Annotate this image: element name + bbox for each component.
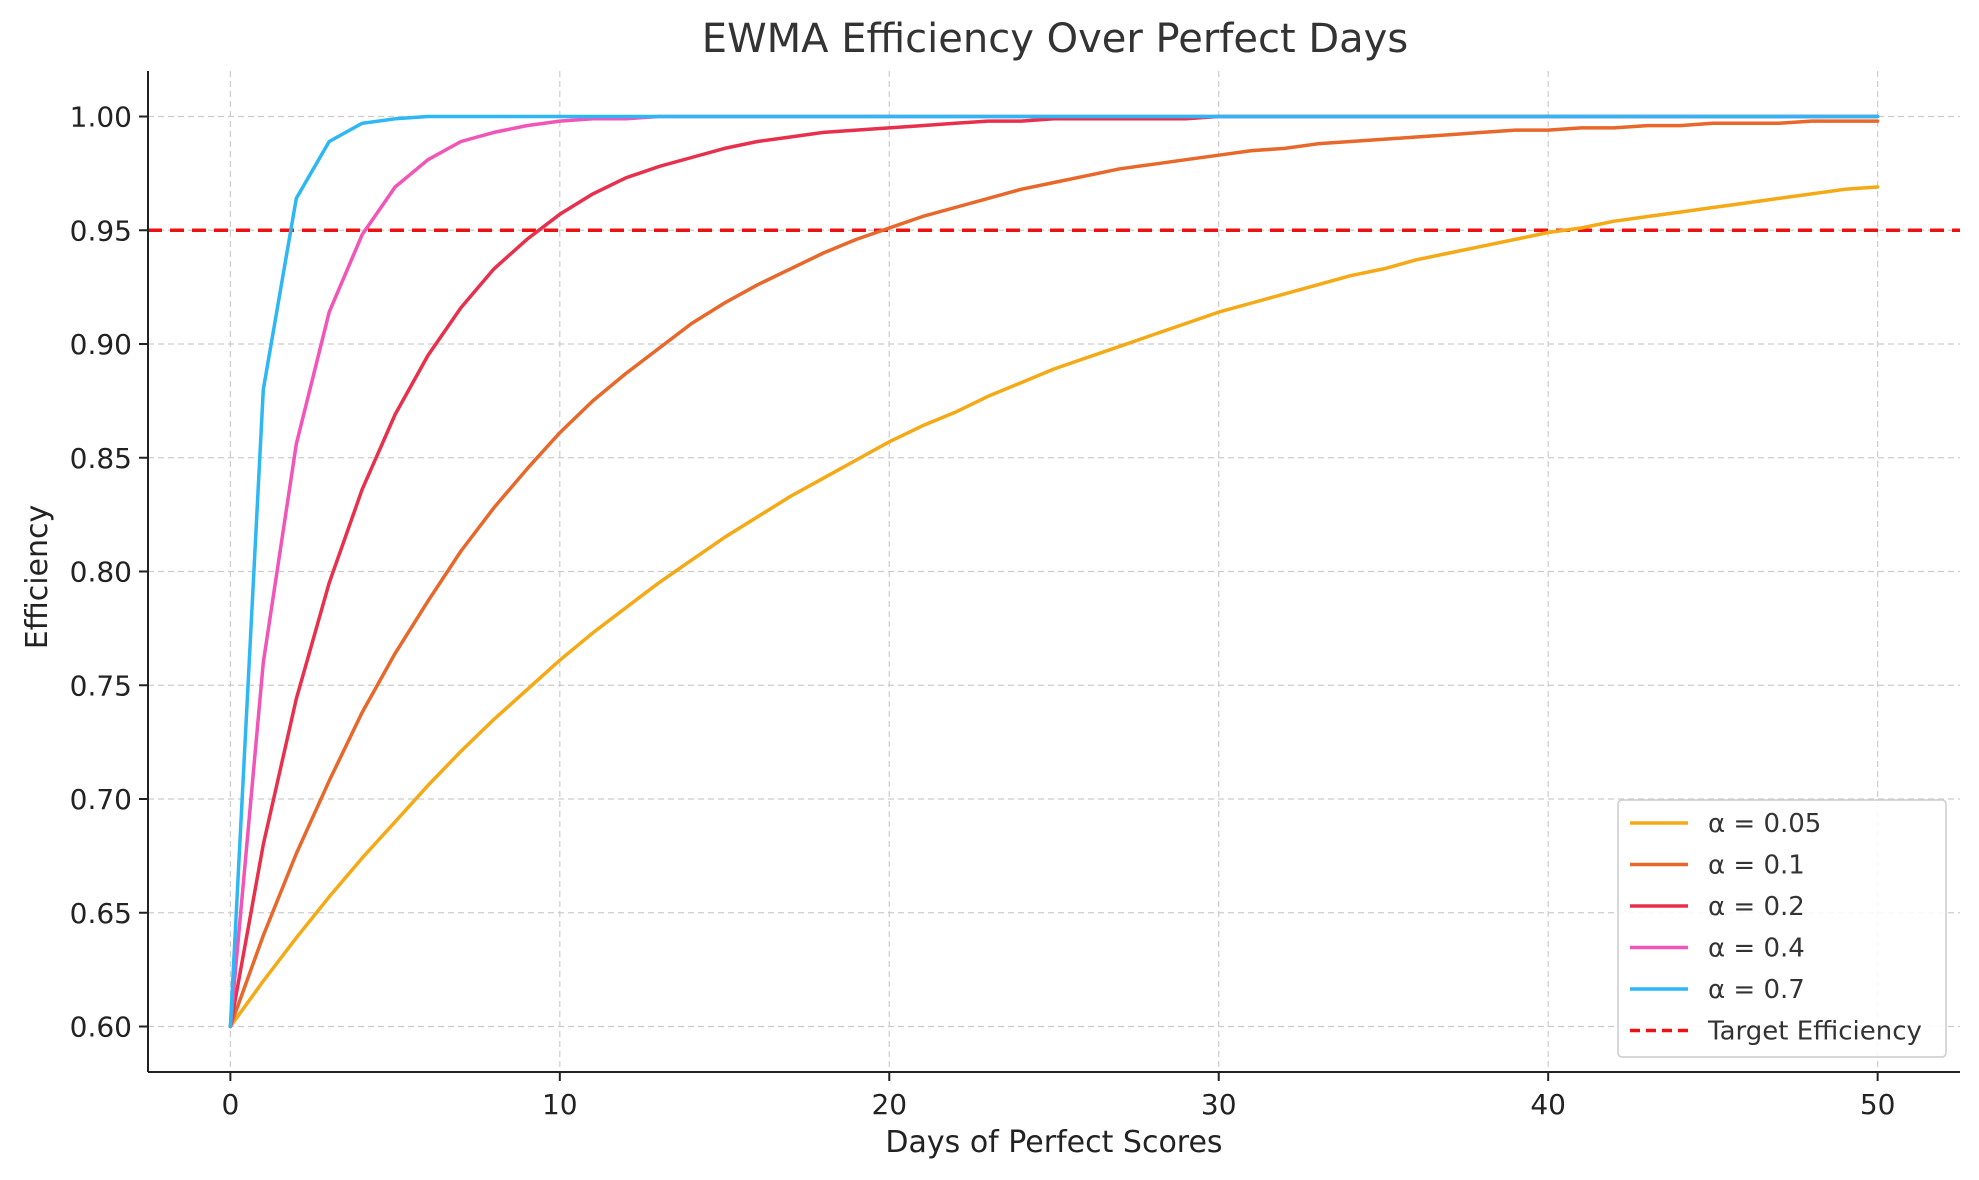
legend-label: α = 0.1	[1708, 851, 1805, 881]
legend-box	[1617, 799, 1947, 1058]
legend-label: Target Efficiency	[1707, 1017, 1922, 1047]
x-tick-label: 20	[871, 1088, 907, 1121]
legend-label: α = 0.7	[1708, 975, 1805, 1005]
y-axis-title: Efficiency	[20, 505, 55, 650]
legend-label: α = 0.2	[1708, 892, 1805, 922]
x-tick-label: 50	[1860, 1088, 1896, 1121]
x-tick-label: 30	[1201, 1088, 1237, 1121]
x-tick-label: 0	[221, 1088, 239, 1121]
x-tick-label: 40	[1530, 1088, 1566, 1121]
series-line-1	[228, 119, 1880, 1029]
x-axis-title: Days of Perfect Scores	[885, 1125, 1222, 1160]
x-tick-label: 10	[542, 1088, 578, 1121]
y-tick-label: 0.60	[70, 1011, 132, 1044]
series-line-4	[228, 114, 1880, 1029]
y-tick-label: 0.85	[70, 442, 132, 475]
series-layer	[228, 114, 1880, 1029]
y-tick-label: 0.80	[70, 556, 132, 589]
legend-label: α = 0.05	[1708, 809, 1821, 839]
series-line-0	[228, 185, 1880, 1029]
grid	[148, 71, 1960, 1072]
tick-layer: 0 10 20 30 40 50 0.60 0.65 0.70 0.75 0.80 0.85 0.90 0…	[70, 101, 1896, 1122]
chart-title: EWMA Efficiency Over Perfect Days	[702, 16, 1408, 62]
y-tick-label: 0.95	[70, 214, 132, 247]
legend-label: α = 0.4	[1708, 934, 1805, 964]
y-tick-label: 0.75	[70, 669, 132, 702]
y-tick-label: 0.70	[70, 783, 132, 816]
y-tick-label: 0.90	[70, 328, 132, 361]
y-tick-label: 1.00	[70, 101, 132, 134]
legend: α = 0.05 α = 0.1 α = 0.2 α = 0.4 α = 0.7 Targ…	[1617, 799, 1947, 1058]
y-tick-label: 0.65	[70, 897, 132, 930]
